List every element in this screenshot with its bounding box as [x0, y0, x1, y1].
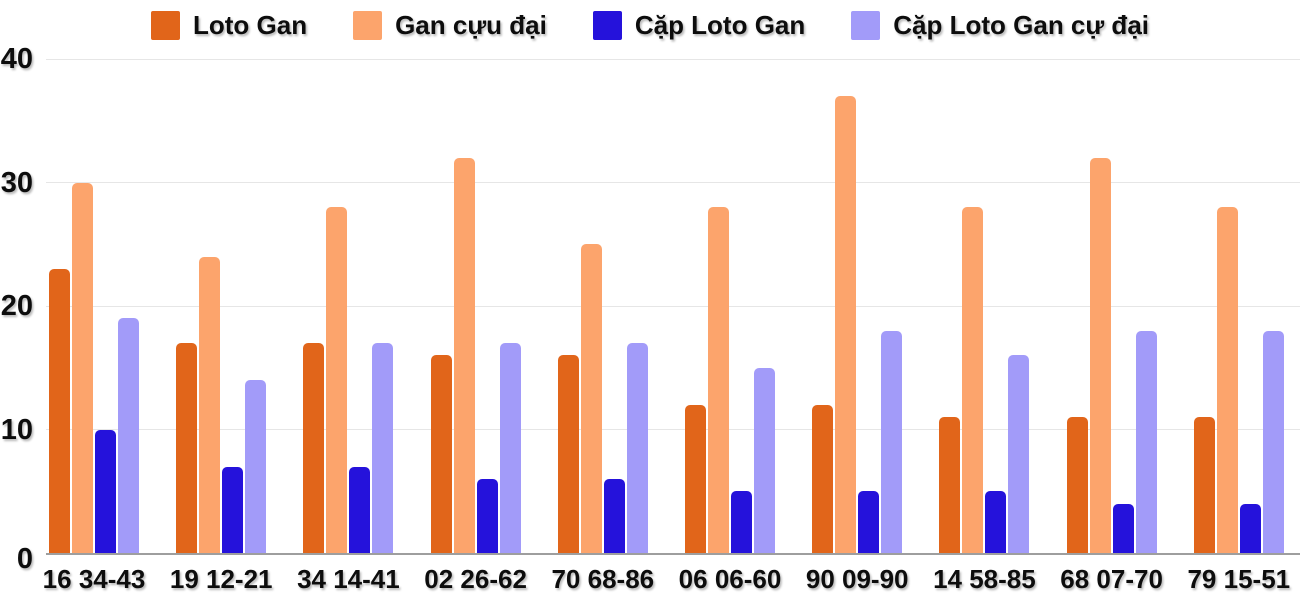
gridline	[46, 58, 1300, 60]
bar	[1112, 503, 1134, 553]
bar	[372, 343, 394, 553]
x-tick-label: 06 06-60	[678, 564, 782, 594]
legend-swatch-icon	[150, 11, 180, 40]
chart-legend: Loto Gan Gan cựu đại Cặp Loto Gan Cặp Loto …	[0, 10, 1300, 41]
bar	[72, 182, 93, 553]
x-tick-label: 14 58-85	[933, 564, 1036, 594]
bar	[881, 330, 903, 553]
bar	[245, 380, 267, 553]
bar	[326, 207, 348, 553]
bar	[199, 256, 221, 553]
x-tick-label: 34 14-41	[297, 564, 400, 594]
bar	[557, 355, 579, 553]
legend-item[interactable]: Loto Gan	[150, 10, 308, 41]
legend-label: Cặp Loto Gan	[634, 10, 806, 40]
bar	[1216, 207, 1238, 553]
bar	[939, 417, 961, 553]
bar	[476, 478, 498, 553]
y-tick-label: 40	[0, 43, 33, 75]
bar	[49, 268, 70, 553]
y-tick-label: 0	[16, 543, 33, 575]
bar	[1193, 417, 1215, 553]
bar	[1066, 417, 1088, 553]
legend-label: Loto Gan	[192, 10, 308, 40]
legend-item[interactable]: Cặp Loto Gan	[592, 10, 806, 41]
bar	[176, 343, 198, 553]
bar	[835, 96, 857, 553]
x-tick-label: 16 34-43	[42, 564, 146, 594]
bar	[754, 367, 775, 553]
bar	[1135, 330, 1157, 553]
x-axis-line	[46, 552, 1300, 555]
bar	[858, 491, 880, 553]
bar	[1089, 157, 1111, 553]
legend-swatch-icon	[353, 11, 383, 40]
bar	[708, 207, 729, 553]
bar	[453, 157, 475, 553]
bar	[1008, 355, 1030, 553]
x-tick-label: 19 12-21	[169, 564, 273, 594]
x-tick-label: 68 07-70	[1060, 564, 1163, 594]
bar	[95, 429, 116, 553]
x-tick-label: 02 26-62	[424, 564, 527, 594]
bar	[303, 343, 325, 553]
legend-label: Gan cựu đại	[395, 10, 547, 40]
legend-swatch-icon	[592, 11, 622, 40]
y-tick-label: 20	[0, 290, 33, 322]
bar	[430, 355, 452, 553]
bar	[1262, 330, 1284, 553]
x-tick-label: 90 09-90	[805, 564, 909, 594]
bar	[1239, 503, 1261, 553]
legend-item[interactable]: Cặp Loto Gan cự đại	[851, 10, 1149, 41]
bar	[962, 207, 984, 553]
y-tick-label: 10	[0, 413, 33, 446]
legend-label: Cặp Loto Gan cự đại	[893, 10, 1149, 40]
legend-item[interactable]: Gan cựu đại	[353, 10, 547, 41]
bar	[685, 404, 706, 553]
y-tick-label: 30	[0, 166, 33, 199]
bar	[812, 404, 834, 553]
bar	[626, 343, 648, 553]
bar	[499, 343, 521, 553]
bar	[349, 466, 371, 553]
x-tick-label: 70 68-86	[551, 564, 655, 594]
gridline	[46, 182, 1300, 183]
bar	[222, 466, 244, 553]
bar	[731, 491, 752, 553]
gridline	[46, 305, 1300, 307]
x-tick-label: 79 15-51	[1187, 564, 1291, 594]
bar	[603, 478, 625, 553]
bar	[118, 318, 139, 553]
bar	[580, 244, 602, 553]
legend-swatch-icon	[851, 11, 881, 40]
bar	[985, 491, 1007, 553]
gridline	[46, 429, 1300, 430]
